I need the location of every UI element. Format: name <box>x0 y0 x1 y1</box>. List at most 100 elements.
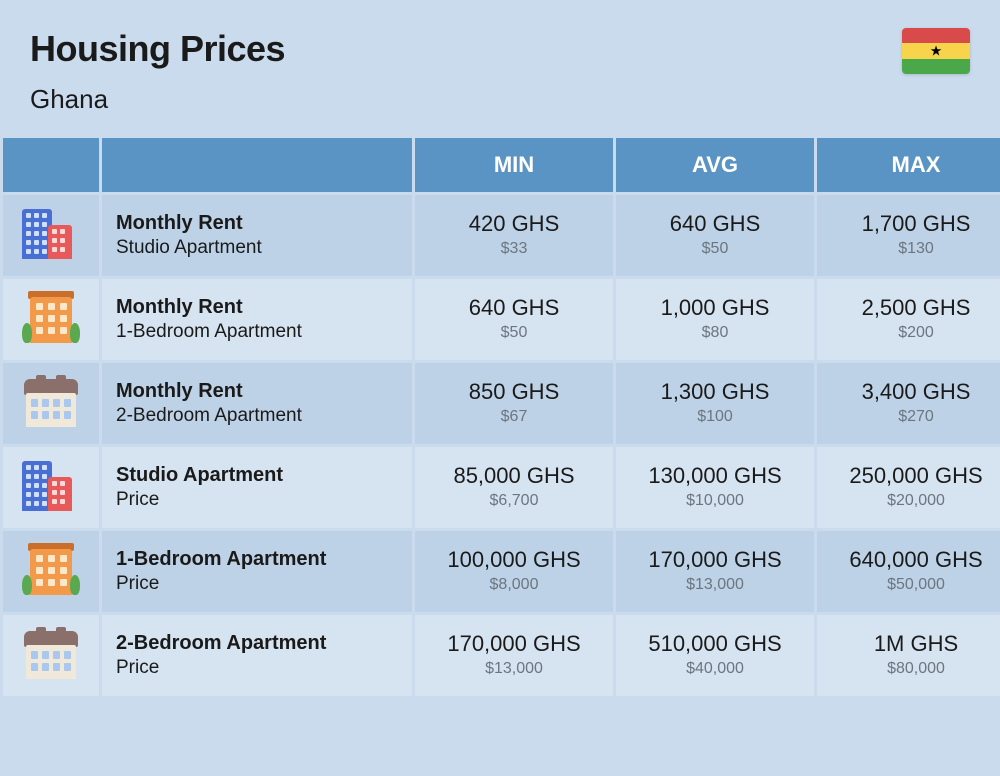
flag-star-icon: ★ <box>930 43 943 60</box>
row-title: Monthly Rent <box>116 211 398 236</box>
table-row: Monthly Rent Studio Apartment 420 GHS $3… <box>3 195 1000 276</box>
val-usd: $40,000 <box>630 659 800 680</box>
cell-max: 1M GHS $80,000 <box>817 615 1000 696</box>
val-usd: $50 <box>630 239 800 260</box>
th-empty-icon <box>3 138 99 192</box>
row-label-cell: Monthly Rent 2-Bedroom Apartment <box>102 363 412 444</box>
val-usd: $80 <box>630 323 800 344</box>
flag-stripe-top <box>902 28 970 43</box>
val-local: 100,000 GHS <box>429 547 599 573</box>
val-local: 170,000 GHS <box>630 547 800 573</box>
cell-avg: 170,000 GHS $13,000 <box>616 531 814 612</box>
row-icon-cell <box>3 363 99 444</box>
building-icon <box>22 330 80 347</box>
th-empty-label <box>102 138 412 192</box>
cell-min: 420 GHS $33 <box>415 195 613 276</box>
row-title: Monthly Rent <box>116 295 398 320</box>
val-local: 3,400 GHS <box>831 379 1000 405</box>
val-usd: $13,000 <box>630 575 800 596</box>
row-icon-cell <box>3 531 99 612</box>
table-header-row: MIN AVG MAX <box>3 138 1000 192</box>
val-local: 640 GHS <box>429 295 599 321</box>
table-row: 1-Bedroom Apartment Price 100,000 GHS $8… <box>3 531 1000 612</box>
building-icon <box>22 666 80 683</box>
cell-max: 3,400 GHS $270 <box>817 363 1000 444</box>
row-subtitle: Studio Apartment <box>116 236 398 260</box>
row-label-cell: Studio Apartment Price <box>102 447 412 528</box>
row-label-cell: Monthly Rent Studio Apartment <box>102 195 412 276</box>
val-local: 85,000 GHS <box>429 463 599 489</box>
row-icon-cell <box>3 279 99 360</box>
cell-max: 250,000 GHS $20,000 <box>817 447 1000 528</box>
building-icon <box>22 498 80 515</box>
table-row: 2-Bedroom Apartment Price 170,000 GHS $1… <box>3 615 1000 696</box>
row-subtitle: 1-Bedroom Apartment <box>116 320 398 344</box>
val-usd: $13,000 <box>429 659 599 680</box>
val-local: 1M GHS <box>831 631 1000 657</box>
flag-icon: ★ <box>902 28 970 74</box>
page-title: Housing Prices <box>30 28 970 70</box>
cell-min: 85,000 GHS $6,700 <box>415 447 613 528</box>
row-subtitle: Price <box>116 572 398 596</box>
country-name: Ghana <box>30 84 970 115</box>
cell-avg: 130,000 GHS $10,000 <box>616 447 814 528</box>
val-usd: $6,700 <box>429 491 599 512</box>
val-local: 250,000 GHS <box>831 463 1000 489</box>
prices-table: MIN AVG MAX Monthly Rent Studio Apartmen… <box>0 135 1000 699</box>
cell-min: 640 GHS $50 <box>415 279 613 360</box>
table-row: Monthly Rent 2-Bedroom Apartment 850 GHS… <box>3 363 1000 444</box>
header: Housing Prices Ghana ★ <box>0 0 1000 135</box>
val-usd: $80,000 <box>831 659 1000 680</box>
row-title: 2-Bedroom Apartment <box>116 631 398 656</box>
flag-stripe-bot <box>902 59 970 74</box>
row-icon-cell <box>3 615 99 696</box>
cell-avg: 1,300 GHS $100 <box>616 363 814 444</box>
cell-avg: 510,000 GHS $40,000 <box>616 615 814 696</box>
val-local: 1,700 GHS <box>831 211 1000 237</box>
building-icon <box>22 246 80 263</box>
row-icon-cell <box>3 195 99 276</box>
row-subtitle: Price <box>116 488 398 512</box>
val-local: 1,000 GHS <box>630 295 800 321</box>
val-usd: $50 <box>429 323 599 344</box>
table-row: Monthly Rent 1-Bedroom Apartment 640 GHS… <box>3 279 1000 360</box>
val-usd: $8,000 <box>429 575 599 596</box>
row-title: Monthly Rent <box>116 379 398 404</box>
row-title: Studio Apartment <box>116 463 398 488</box>
val-local: 640,000 GHS <box>831 547 1000 573</box>
val-usd: $20,000 <box>831 491 1000 512</box>
row-subtitle: Price <box>116 656 398 680</box>
cell-min: 170,000 GHS $13,000 <box>415 615 613 696</box>
val-usd: $200 <box>831 323 1000 344</box>
val-local: 1,300 GHS <box>630 379 800 405</box>
building-icon <box>22 414 80 431</box>
cell-min: 850 GHS $67 <box>415 363 613 444</box>
row-label-cell: 1-Bedroom Apartment Price <box>102 531 412 612</box>
val-local: 420 GHS <box>429 211 599 237</box>
val-local: 2,500 GHS <box>831 295 1000 321</box>
table-row: Studio Apartment Price 85,000 GHS $6,700… <box>3 447 1000 528</box>
val-local: 130,000 GHS <box>630 463 800 489</box>
th-min: MIN <box>415 138 613 192</box>
row-label-cell: Monthly Rent 1-Bedroom Apartment <box>102 279 412 360</box>
val-usd: $50,000 <box>831 575 1000 596</box>
val-local: 170,000 GHS <box>429 631 599 657</box>
row-subtitle: 2-Bedroom Apartment <box>116 404 398 428</box>
val-local: 640 GHS <box>630 211 800 237</box>
val-usd: $100 <box>630 407 800 428</box>
row-title: 1-Bedroom Apartment <box>116 547 398 572</box>
cell-avg: 640 GHS $50 <box>616 195 814 276</box>
cell-max: 640,000 GHS $50,000 <box>817 531 1000 612</box>
val-usd: $270 <box>831 407 1000 428</box>
cell-min: 100,000 GHS $8,000 <box>415 531 613 612</box>
cell-max: 2,500 GHS $200 <box>817 279 1000 360</box>
cell-max: 1,700 GHS $130 <box>817 195 1000 276</box>
val-usd: $130 <box>831 239 1000 260</box>
cell-avg: 1,000 GHS $80 <box>616 279 814 360</box>
val-local: 510,000 GHS <box>630 631 800 657</box>
val-usd: $10,000 <box>630 491 800 512</box>
val-usd: $67 <box>429 407 599 428</box>
val-local: 850 GHS <box>429 379 599 405</box>
th-max: MAX <box>817 138 1000 192</box>
building-icon <box>22 582 80 599</box>
